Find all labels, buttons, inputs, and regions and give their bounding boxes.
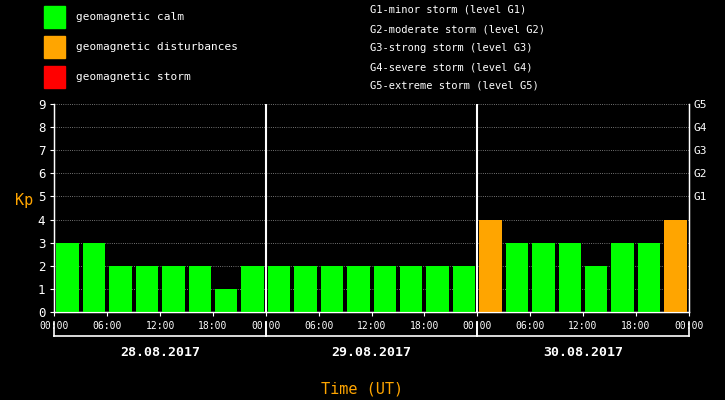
Text: 28.08.2017: 28.08.2017: [120, 346, 200, 359]
Text: G1-minor storm (level G1): G1-minor storm (level G1): [370, 5, 526, 15]
Bar: [241, 266, 264, 312]
Bar: [109, 266, 132, 312]
Bar: [373, 266, 396, 312]
Text: Time (UT): Time (UT): [321, 381, 404, 396]
Text: geomagnetic storm: geomagnetic storm: [76, 72, 191, 82]
Bar: [215, 289, 237, 312]
Bar: [347, 266, 370, 312]
Text: G4-severe storm (level G4): G4-severe storm (level G4): [370, 62, 532, 72]
Bar: [664, 220, 687, 312]
Bar: [44, 66, 65, 88]
Bar: [320, 266, 343, 312]
Y-axis label: Kp: Kp: [14, 193, 33, 208]
Bar: [294, 266, 317, 312]
Text: 29.08.2017: 29.08.2017: [331, 346, 412, 359]
Bar: [162, 266, 185, 312]
Text: geomagnetic disturbances: geomagnetic disturbances: [76, 42, 238, 52]
Bar: [400, 266, 423, 312]
Bar: [506, 243, 529, 312]
Bar: [44, 36, 65, 58]
Bar: [44, 6, 65, 28]
Text: geomagnetic calm: geomagnetic calm: [76, 12, 184, 22]
Bar: [188, 266, 211, 312]
Bar: [532, 243, 555, 312]
Bar: [57, 243, 79, 312]
Text: G2-moderate storm (level G2): G2-moderate storm (level G2): [370, 24, 544, 34]
Bar: [83, 243, 105, 312]
Bar: [453, 266, 476, 312]
Bar: [638, 243, 660, 312]
Bar: [611, 243, 634, 312]
Text: G3-strong storm (level G3): G3-strong storm (level G3): [370, 43, 532, 53]
Bar: [585, 266, 608, 312]
Bar: [268, 266, 290, 312]
Bar: [136, 266, 158, 312]
Bar: [479, 220, 502, 312]
Bar: [558, 243, 581, 312]
Text: 30.08.2017: 30.08.2017: [543, 346, 623, 359]
Text: G5-extreme storm (level G5): G5-extreme storm (level G5): [370, 81, 539, 91]
Bar: [426, 266, 449, 312]
